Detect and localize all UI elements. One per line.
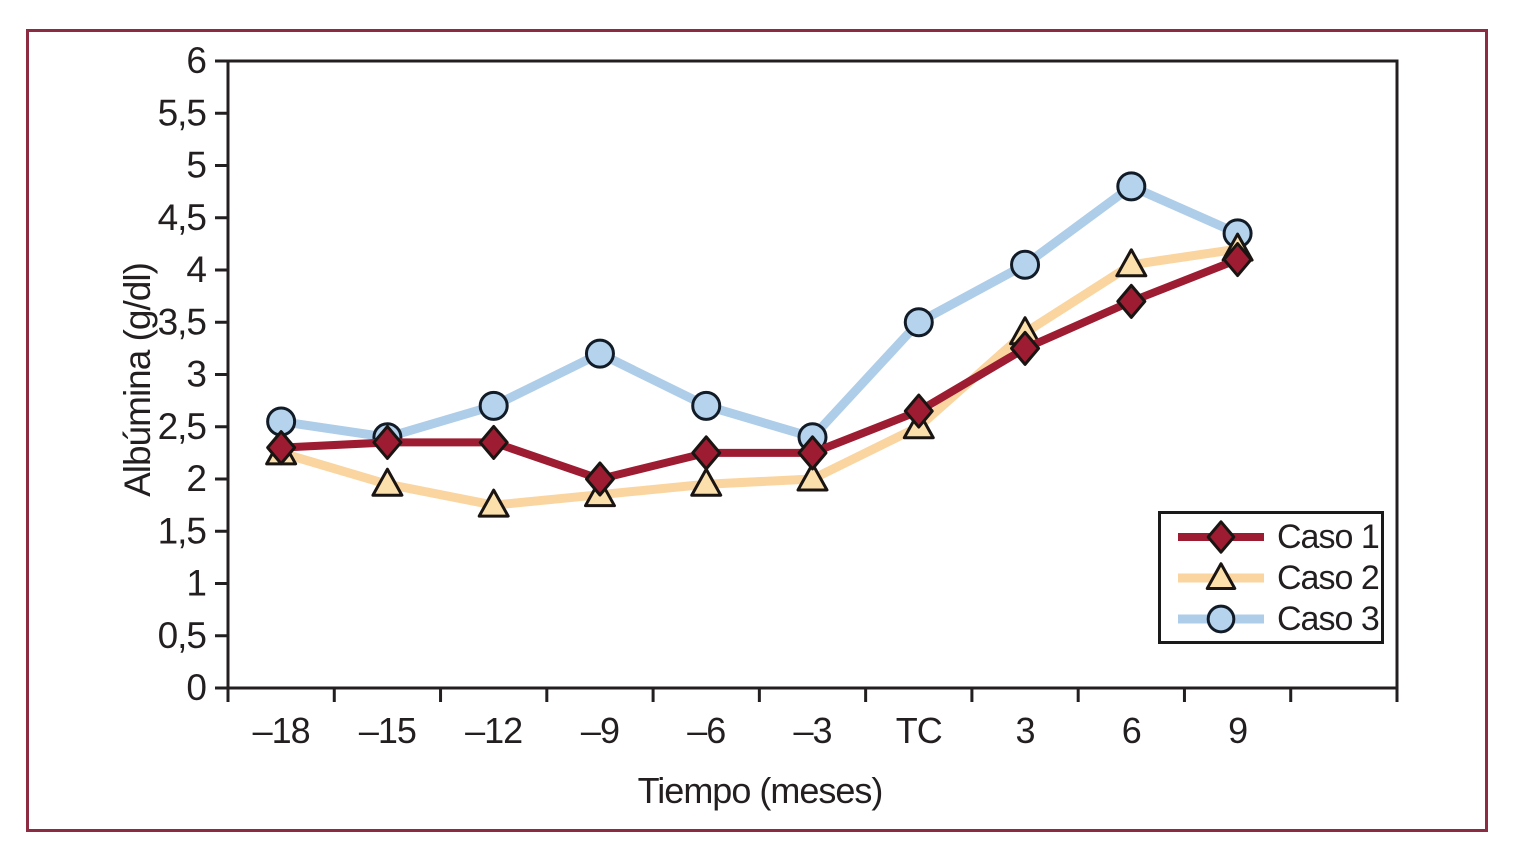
- marker-circle: [691, 390, 722, 421]
- legend-marker-circle-icon: [1178, 604, 1264, 633]
- y-tick-label: 0,5: [158, 615, 207, 656]
- marker-circle: [1010, 249, 1041, 280]
- marker-circle: [478, 390, 509, 421]
- marker-triangle: [371, 467, 404, 497]
- legend-marker-triangle-icon: [1178, 561, 1264, 590]
- y-tick-label: 5,5: [158, 92, 207, 133]
- marker-circle: [1116, 171, 1147, 202]
- marker-triangle: [477, 488, 510, 518]
- marker-diamond: [478, 424, 509, 460]
- series-line: [276, 244, 1243, 510]
- y-axis-title: Albúmina (g/dl): [117, 263, 158, 497]
- marker-diamond: [797, 435, 828, 471]
- marker-diamond: [372, 424, 403, 460]
- y-tick-label: 4: [186, 249, 206, 290]
- x-tick-label: –15: [359, 710, 416, 751]
- series-line: [277, 255, 1242, 483]
- x-tick-label: –3: [793, 710, 831, 751]
- marker-triangle: [690, 467, 723, 497]
- y-tick-label: 2: [186, 458, 206, 499]
- y-tick-label: 4,5: [158, 197, 207, 238]
- marker-triangle: [1115, 248, 1148, 278]
- series-line: [276, 181, 1243, 442]
- y-tick-label: 6: [186, 40, 206, 81]
- x-tick-label: 6: [1122, 710, 1141, 751]
- legend-marker-diamond-icon: [1178, 519, 1264, 554]
- legend-item-caso-3: Caso 3: [1175, 601, 1381, 637]
- x-tick-label: TC: [896, 710, 942, 751]
- series-caso-1: [266, 242, 1253, 497]
- legend: Caso 1 Caso 2 Caso 3: [1158, 511, 1384, 644]
- marker-diamond: [1010, 330, 1041, 366]
- legend-label: Caso 3: [1277, 599, 1380, 638]
- y-tick-label: 2,5: [158, 406, 207, 447]
- x-tick-label: –18: [253, 710, 310, 751]
- y-tick-label: 3,5: [158, 301, 207, 342]
- marker-diamond: [266, 430, 297, 466]
- marker-diamond: [691, 435, 722, 471]
- legend-label: Caso 1: [1277, 517, 1380, 556]
- y-tick-label: 3: [186, 354, 206, 395]
- marker-circle: [584, 338, 615, 369]
- y-tick-label: 5: [186, 145, 206, 186]
- marker-triangle: [1205, 561, 1237, 590]
- y-tick-label: 1: [186, 563, 206, 604]
- legend-item-caso-1: Caso 1: [1175, 519, 1381, 555]
- y-tick-label: 1,5: [158, 510, 207, 551]
- legend-label: Caso 2: [1277, 558, 1380, 597]
- x-axis-title: Tiempo (meses): [637, 770, 884, 811]
- marker-diamond: [1206, 519, 1236, 554]
- marker-diamond: [1222, 242, 1253, 278]
- x-tick-label: –6: [687, 710, 725, 751]
- x-tick-label: 9: [1228, 710, 1247, 751]
- marker-triangle: [796, 462, 829, 492]
- x-tick-label: –12: [465, 710, 522, 751]
- marker-diamond: [903, 393, 934, 429]
- marker-circle: [1206, 604, 1236, 633]
- marker-diamond: [1116, 283, 1147, 319]
- marker-circle: [903, 307, 934, 338]
- y-tick-label: 0: [186, 667, 206, 708]
- x-tick-label: 3: [1016, 710, 1035, 751]
- marker-diamond: [584, 461, 615, 497]
- legend-item-caso-2: Caso 2: [1175, 560, 1381, 596]
- x-tick-label: –9: [581, 710, 619, 751]
- series-caso-2: [265, 232, 1254, 518]
